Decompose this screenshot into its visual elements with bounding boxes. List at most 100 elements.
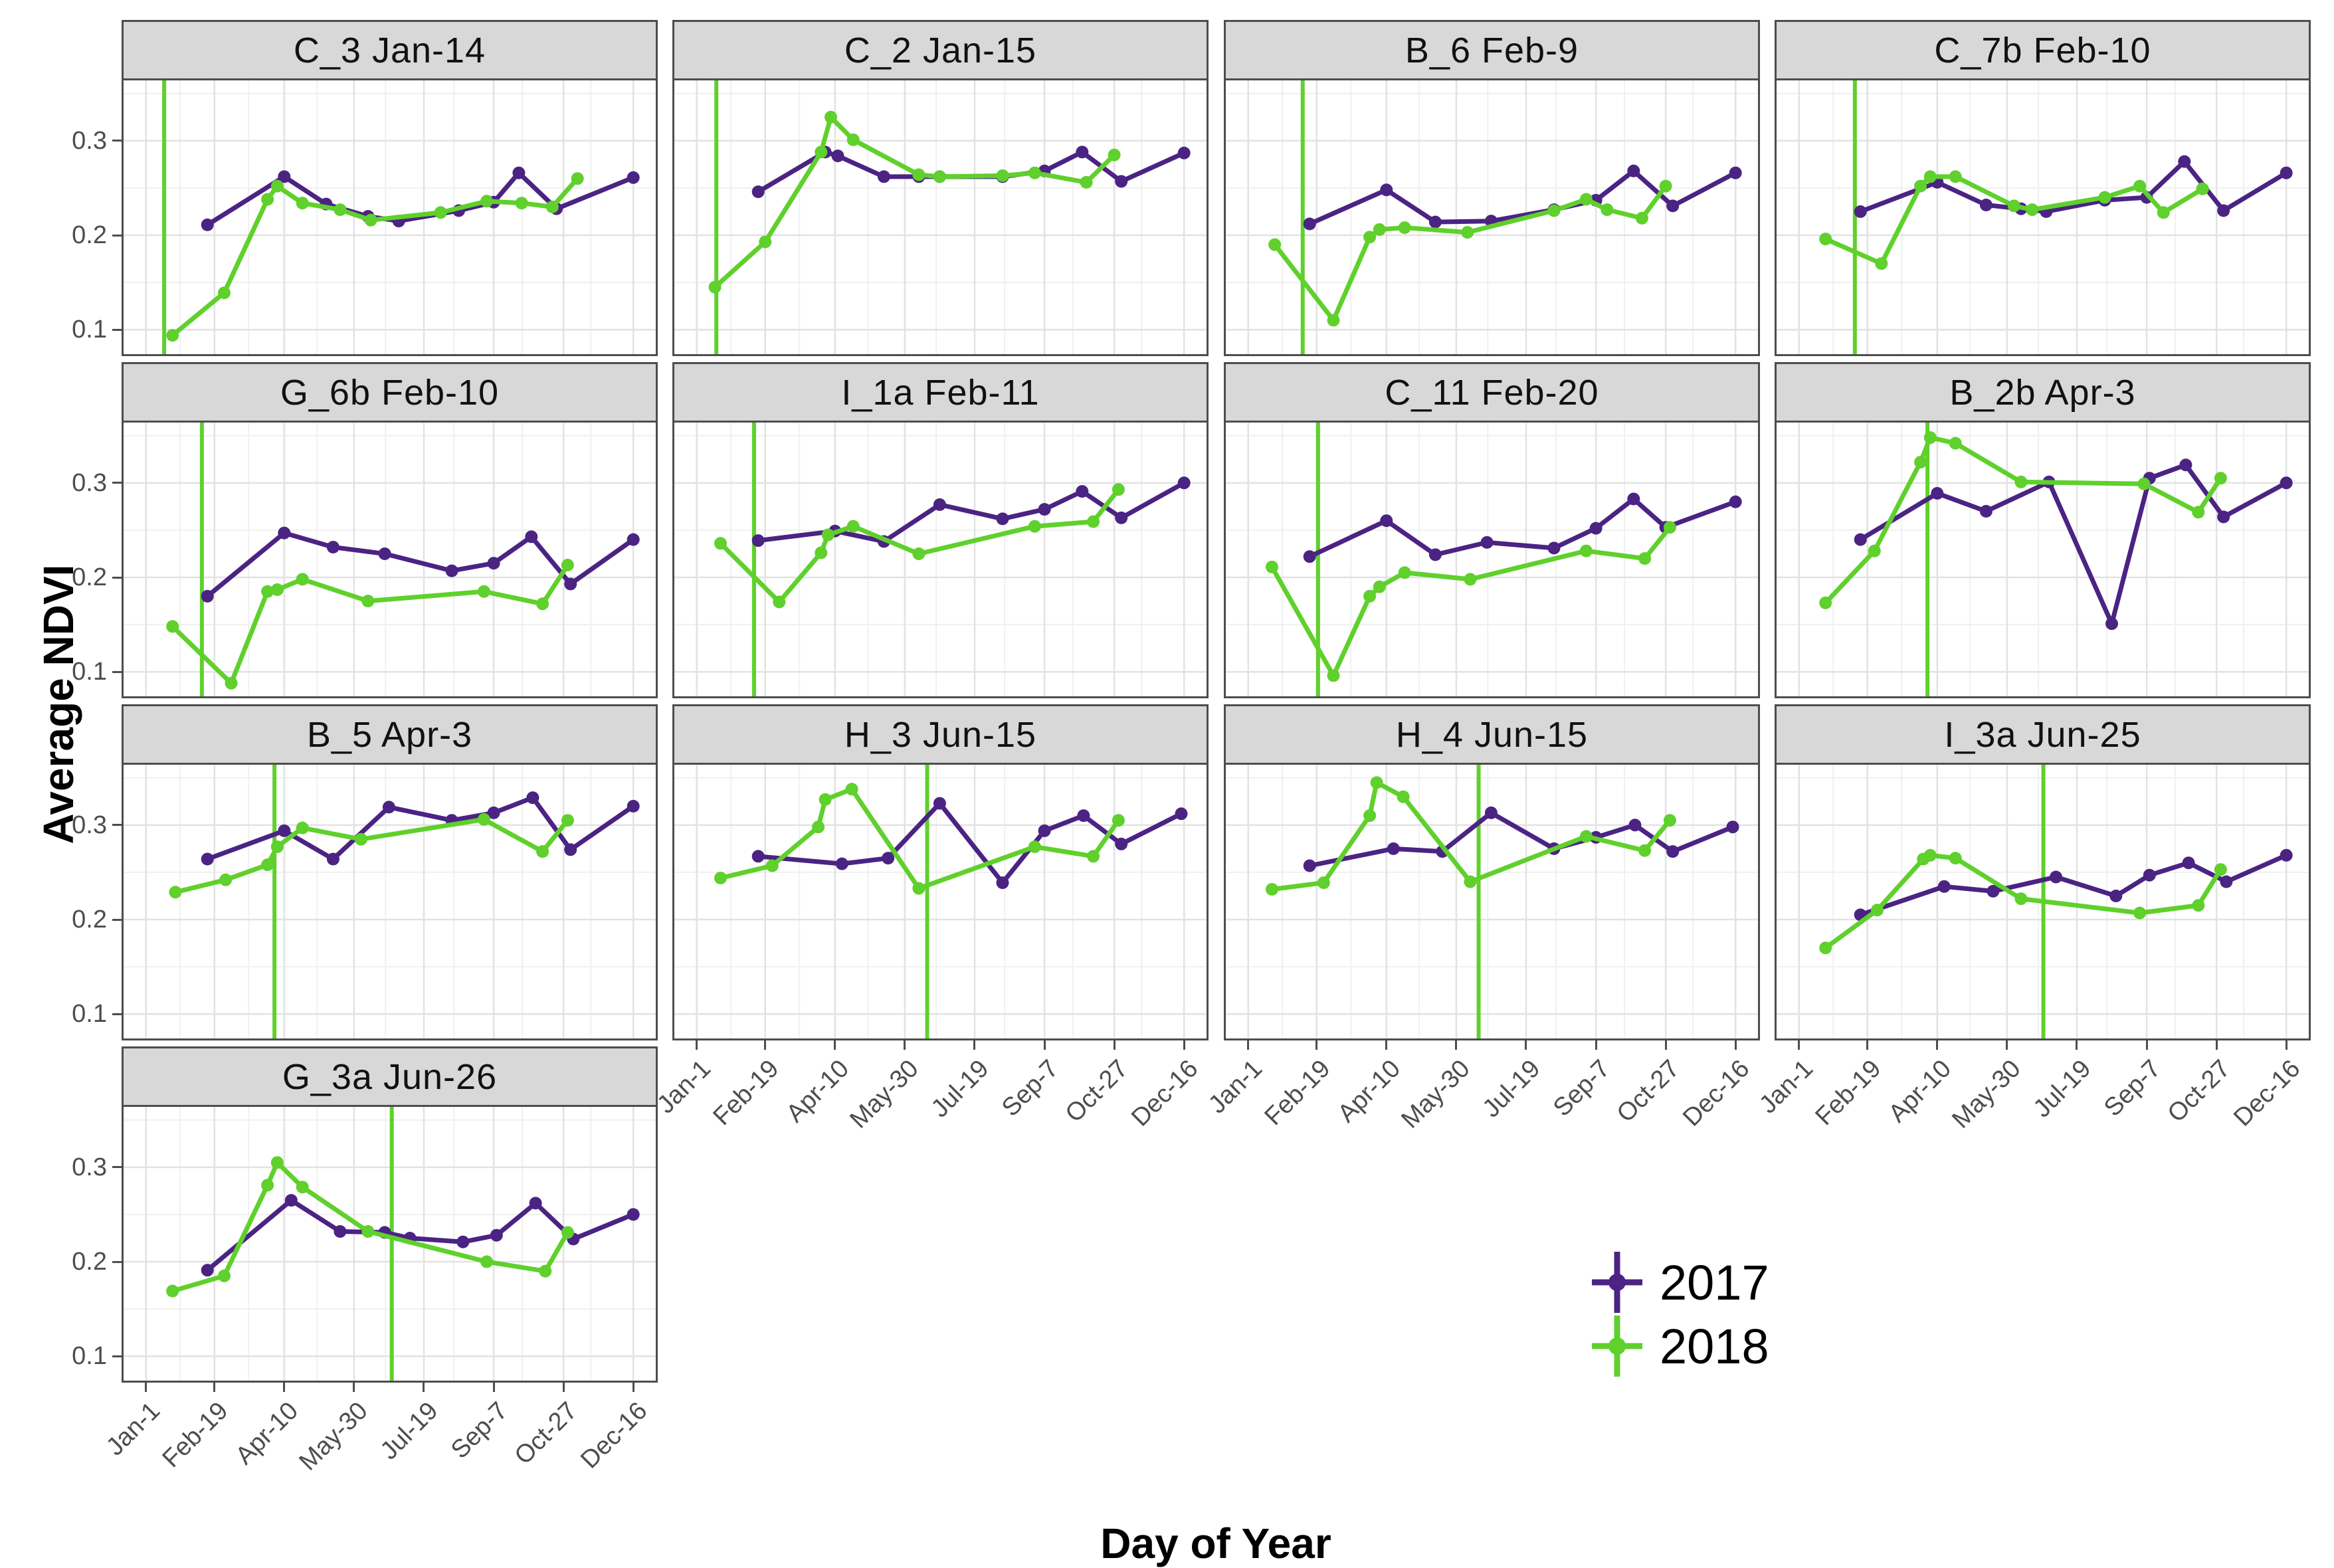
point-2017 bbox=[2179, 458, 2192, 472]
x-tick-mark bbox=[973, 1040, 976, 1050]
facet-strip: H_3 Jun-15 bbox=[672, 704, 1209, 763]
point-2018 bbox=[933, 170, 946, 183]
point-2018 bbox=[2014, 892, 2028, 906]
x-tick-mark bbox=[2006, 1040, 2008, 1050]
point-2017 bbox=[1987, 884, 2000, 898]
point-2017 bbox=[2220, 875, 2233, 888]
facet-plot bbox=[1224, 78, 1760, 356]
point-2018 bbox=[536, 597, 549, 611]
facet-strip: G_3a Jun-26 bbox=[122, 1046, 658, 1105]
point-2018 bbox=[2137, 477, 2151, 490]
point-2017 bbox=[564, 577, 577, 591]
point-2017 bbox=[1627, 164, 1640, 177]
point-2018 bbox=[477, 813, 490, 826]
facet-panel: B_6 Feb-9 bbox=[1224, 20, 1760, 356]
line-2017 bbox=[205, 1198, 636, 1273]
point-2018 bbox=[812, 821, 825, 834]
y-tick-label: 0.2 bbox=[72, 563, 107, 591]
facet-panel: I_1a Feb-11 bbox=[672, 362, 1209, 698]
x-tick-mark bbox=[2285, 1040, 2287, 1050]
point-2018 bbox=[1923, 170, 1937, 183]
facet-strip: C_2 Jan-15 bbox=[672, 20, 1209, 78]
x-tick-mark bbox=[2215, 1040, 2218, 1050]
point-2018 bbox=[1317, 876, 1330, 890]
point-2018 bbox=[354, 833, 367, 846]
point-2018 bbox=[1579, 830, 1593, 843]
x-tick-label: Oct-27 bbox=[2162, 1054, 2236, 1128]
point-2018 bbox=[270, 179, 284, 193]
point-2017 bbox=[1115, 511, 1128, 524]
point-2017 bbox=[1854, 533, 1867, 546]
point-2017 bbox=[877, 170, 890, 183]
point-2018 bbox=[1663, 814, 1676, 827]
facet-panel: C_11 Feb-20 bbox=[1224, 362, 1760, 698]
point-2017 bbox=[627, 171, 640, 184]
point-2018 bbox=[1819, 941, 1832, 955]
point-2017 bbox=[284, 1194, 298, 1207]
facet-panel: I_3a Jun-25 bbox=[1775, 704, 2311, 1040]
point-2018 bbox=[1464, 875, 1477, 888]
point-2017 bbox=[627, 799, 640, 813]
facet-title: I_1a Feb-11 bbox=[841, 372, 1040, 413]
facet-strip: I_1a Feb-11 bbox=[672, 362, 1209, 421]
point-2018 bbox=[169, 886, 182, 899]
x-tick-mark bbox=[696, 1040, 698, 1050]
x-tick-mark bbox=[423, 1383, 425, 1392]
facet-panel: C_2 Jan-15 bbox=[672, 20, 1209, 356]
point-2018 bbox=[480, 1255, 494, 1268]
y-tick-label: 0.3 bbox=[72, 811, 107, 839]
point-2017 bbox=[1979, 505, 1993, 518]
x-tick-label: Jul-19 bbox=[1477, 1054, 1545, 1124]
x-tick-label: May-30 bbox=[844, 1054, 924, 1134]
point-2018 bbox=[2133, 906, 2147, 920]
legend-label-2017: 2017 bbox=[1660, 1254, 1769, 1310]
x-tick-mark bbox=[1385, 1040, 1388, 1050]
point-2017 bbox=[1380, 183, 1393, 197]
point-2018 bbox=[361, 1225, 375, 1238]
point-2017 bbox=[1038, 824, 1051, 837]
point-2017 bbox=[2182, 856, 2195, 870]
point-2018 bbox=[561, 1226, 574, 1239]
point-2018 bbox=[1266, 883, 1278, 896]
point-2017 bbox=[445, 564, 458, 577]
point-2018 bbox=[1949, 170, 1962, 183]
x-tick-mark bbox=[353, 1383, 355, 1392]
facet-panel: G_3a Jun-26 bbox=[122, 1046, 658, 1383]
point-2018 bbox=[1579, 193, 1593, 206]
facet-plot bbox=[1224, 763, 1760, 1040]
point-2018 bbox=[2214, 863, 2227, 876]
point-2018 bbox=[1868, 544, 1881, 557]
point-2018 bbox=[2098, 191, 2111, 204]
x-tick-label: Jan-1 bbox=[100, 1397, 165, 1462]
point-2018 bbox=[1949, 852, 1962, 865]
point-2018 bbox=[1028, 840, 1041, 853]
point-2018 bbox=[2157, 206, 2170, 219]
point-2018 bbox=[846, 520, 860, 533]
x-tick-mark bbox=[1936, 1040, 1939, 1050]
point-2018 bbox=[1266, 560, 1278, 573]
point-2017 bbox=[1303, 550, 1316, 563]
facet-title: G_3a Jun-26 bbox=[282, 1056, 498, 1097]
y-tick-label: 0.1 bbox=[72, 1000, 107, 1029]
x-tick-label: Jul-19 bbox=[375, 1397, 443, 1466]
point-2018 bbox=[2026, 203, 2039, 217]
point-2017 bbox=[2217, 204, 2230, 217]
point-2018 bbox=[166, 329, 179, 342]
x-tick-mark bbox=[283, 1383, 286, 1392]
legend-label-2018: 2018 bbox=[1660, 1318, 1769, 1374]
point-2018 bbox=[1949, 437, 1962, 450]
x-tick-label: Jan-1 bbox=[651, 1054, 716, 1120]
point-2018 bbox=[1398, 221, 1411, 235]
point-2017 bbox=[1428, 215, 1442, 229]
y-tick-label: 0.3 bbox=[72, 126, 107, 155]
point-2018 bbox=[218, 1269, 231, 1282]
facet-title: I_3a Jun-25 bbox=[1944, 714, 2141, 755]
point-2017 bbox=[996, 876, 1009, 890]
point-2018 bbox=[1373, 223, 1386, 236]
facet-plot bbox=[1775, 78, 2311, 356]
point-2018 bbox=[2192, 506, 2205, 519]
facet-strip: C_3 Jan-14 bbox=[122, 20, 658, 78]
point-2017 bbox=[201, 1264, 214, 1277]
facet-title: C_2 Jan-15 bbox=[844, 30, 1037, 70]
point-2017 bbox=[627, 533, 640, 546]
